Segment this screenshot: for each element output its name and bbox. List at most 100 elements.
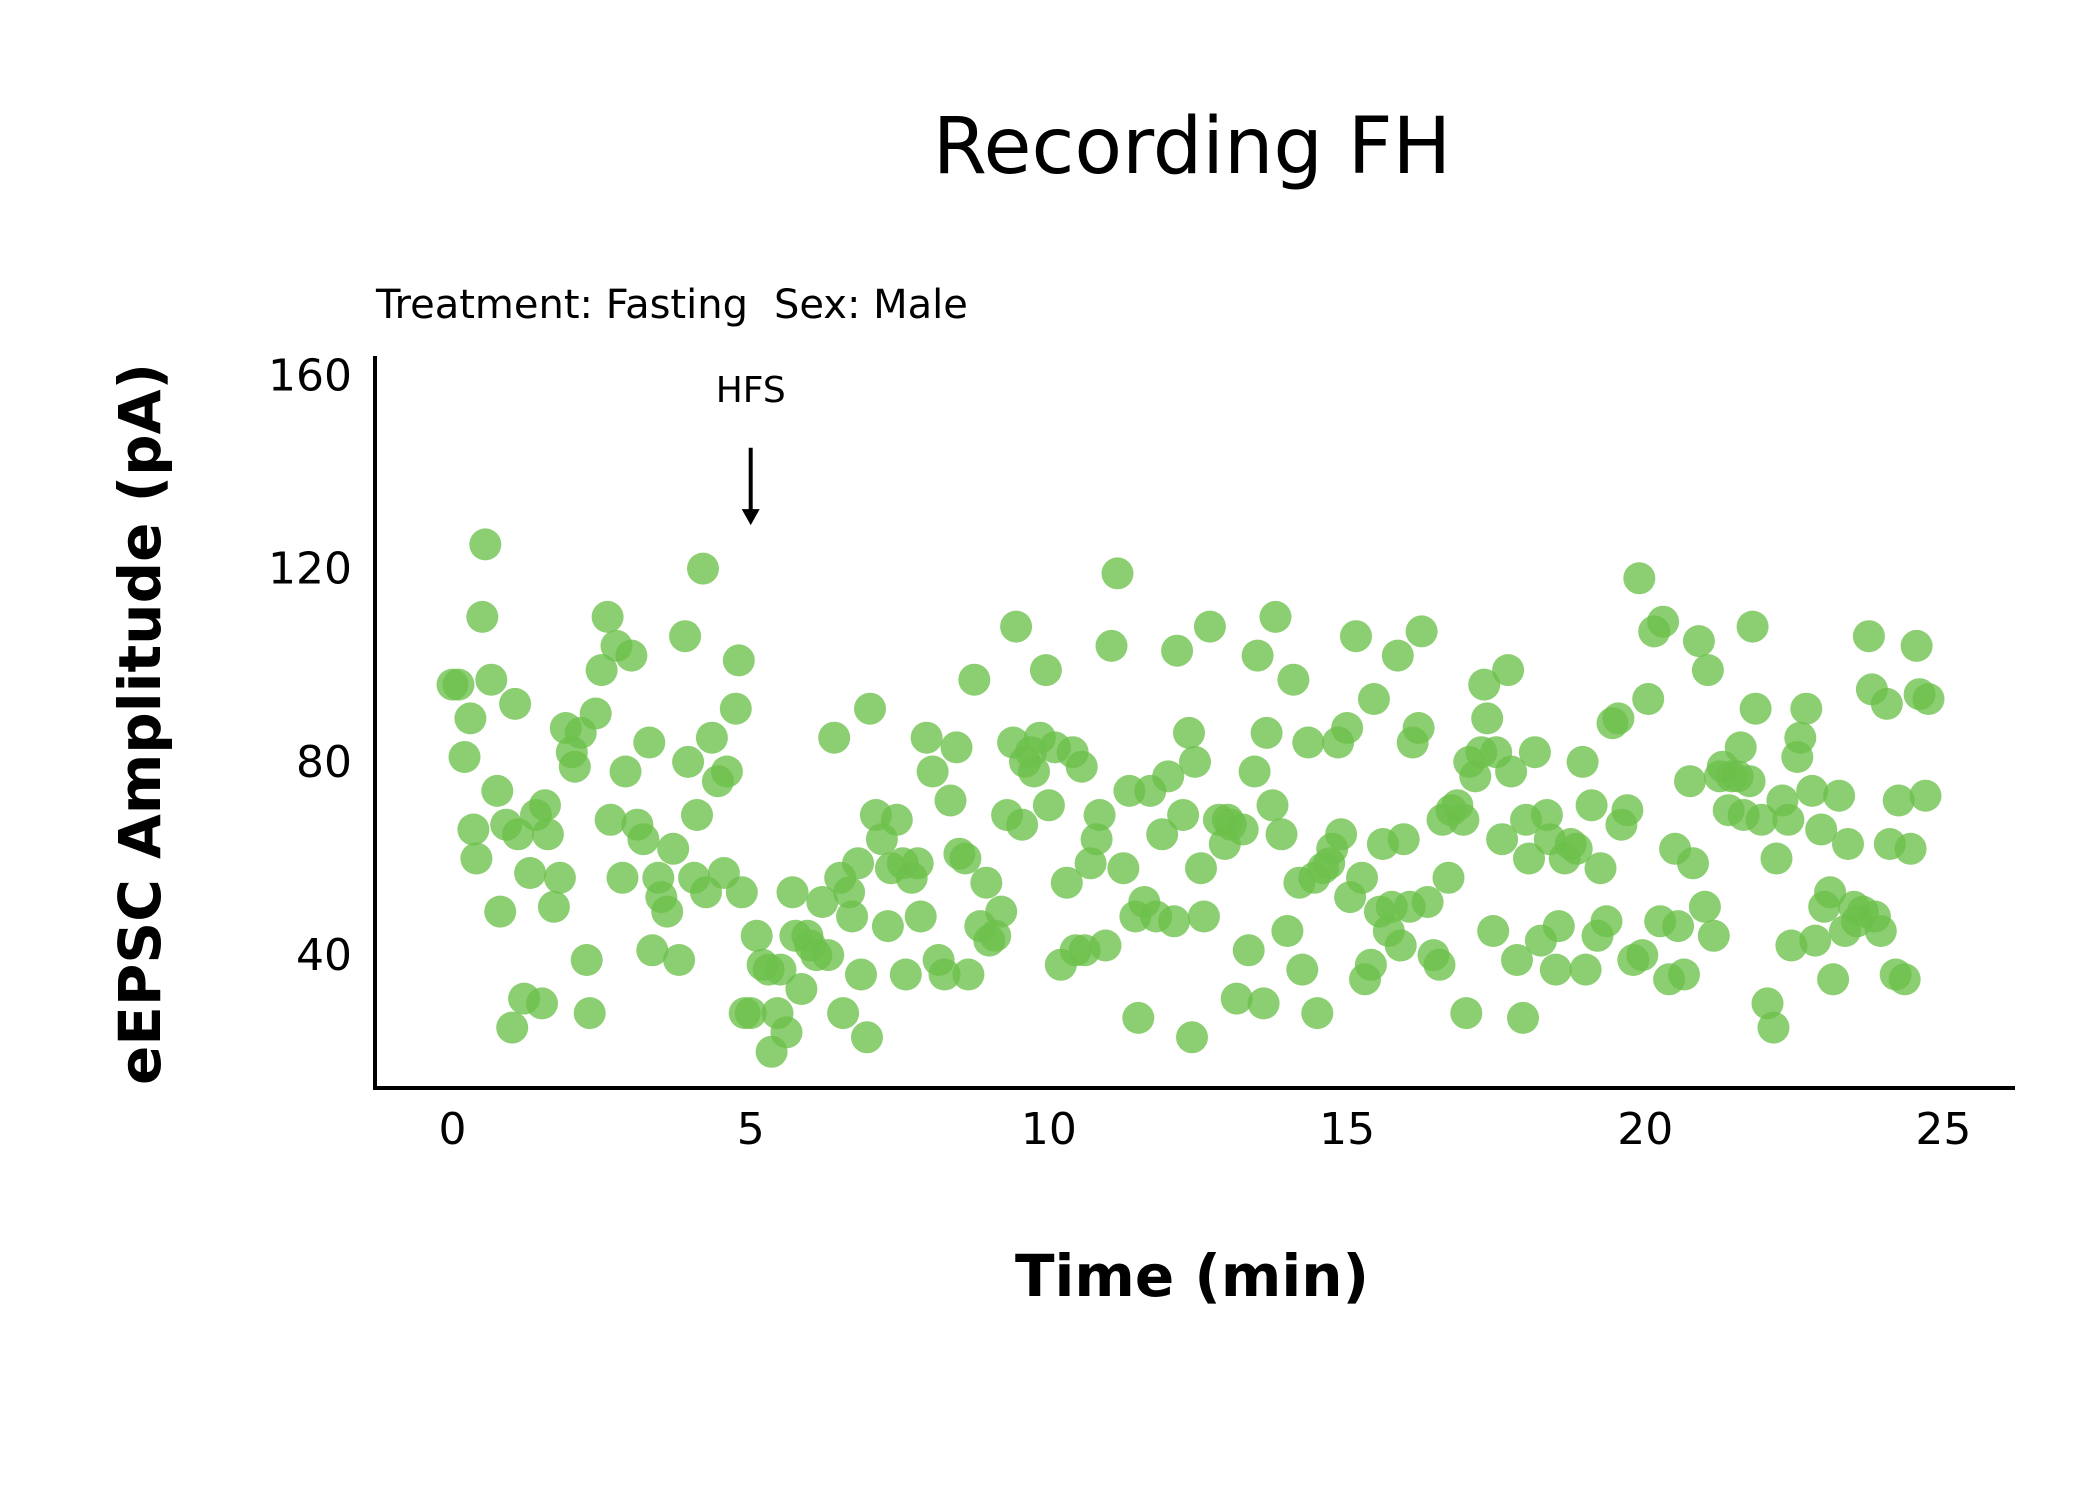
data-point [1668,958,1700,991]
data-point [979,919,1012,952]
data-point [579,697,612,730]
data-point [1542,910,1575,943]
data-point [1495,755,1528,788]
data-point [457,813,490,846]
data-point [1179,745,1211,778]
treatment-label: Treatment: Fasting [375,282,748,328]
data-point [585,654,618,687]
data-point [1736,610,1769,643]
data-point [851,1021,883,1054]
data-point [1018,755,1050,788]
data-point [1173,716,1205,749]
data-point [1080,823,1113,856]
y-tick-label: 80 [296,737,352,788]
data-point [1560,832,1593,865]
data-point [1152,760,1185,793]
data-point [496,1011,529,1044]
y-axis-label: eEPSC Amplitude (pA) [106,363,174,1085]
data-point [1226,813,1259,846]
data-point [681,799,713,831]
data-point [1301,997,1334,1030]
data-point [1158,905,1191,938]
data-point [594,803,627,836]
data-point [910,721,943,754]
data-point [952,958,985,991]
data-point [1176,1021,1208,1054]
data-point [1790,692,1823,725]
data-point [1602,702,1635,735]
data-point [1006,808,1039,841]
data-point [669,620,702,653]
data-point [725,876,758,909]
data-point [958,663,991,696]
data-point [940,731,973,764]
data-point [1745,803,1778,836]
data-point [1513,842,1545,875]
data-point [818,721,851,754]
y-tick-labels: 40 80 120 160 [268,350,352,981]
data-point [1346,861,1378,894]
data-point [1471,702,1504,735]
data-point [1691,654,1724,687]
data-point [854,692,886,725]
data-point [1331,712,1364,744]
data-point [1241,639,1274,672]
data-point [526,987,558,1020]
data-point [1870,687,1903,720]
data-point [889,958,922,991]
data-point [812,939,845,972]
data-point [537,890,570,923]
data-point [1193,610,1226,643]
data-point [845,958,877,991]
data-point [740,919,773,952]
data-point [764,953,797,986]
data-point [531,818,564,851]
data-point [934,784,967,817]
data-point [609,755,642,788]
data-point [672,745,705,778]
data-point [719,692,752,725]
data-point [1590,905,1623,938]
data-point [1817,963,1850,996]
data-point [1832,828,1864,860]
data-point [1688,890,1721,923]
x-tick-label: 0 [439,1104,467,1155]
data-point [1492,654,1525,687]
data-point [1805,813,1838,846]
data-point [1882,784,1915,817]
data-point [475,663,508,696]
data-point [1292,726,1325,759]
data-point [1724,731,1757,764]
data-point [442,668,475,701]
data-point [1411,886,1444,918]
data-point [657,832,690,865]
data-point [1384,929,1417,962]
data-point [615,639,648,672]
data-point [454,702,487,735]
data-point [1518,736,1551,769]
data-point [836,900,869,933]
data-point [985,895,1018,928]
data-point [901,847,934,880]
y-tick-label: 120 [268,544,352,595]
data-point [1775,929,1808,962]
data-point [687,552,719,585]
data-point [558,750,591,783]
data-point [1146,818,1179,851]
data-point [770,1016,803,1049]
data-point [514,857,547,889]
data-point [499,687,532,720]
data-point [1050,866,1083,899]
data-point [1187,900,1220,933]
data-point [1909,779,1942,812]
data-point [627,823,660,856]
data-point [1101,557,1134,590]
data-point [695,721,728,754]
x-tick-label: 15 [1319,1104,1375,1155]
x-tick-labels: 0 5 10 15 20 25 [439,1104,1972,1155]
data-point [1823,779,1856,812]
data-point [1247,987,1280,1020]
data-point [1662,910,1695,943]
data-point [871,910,904,943]
